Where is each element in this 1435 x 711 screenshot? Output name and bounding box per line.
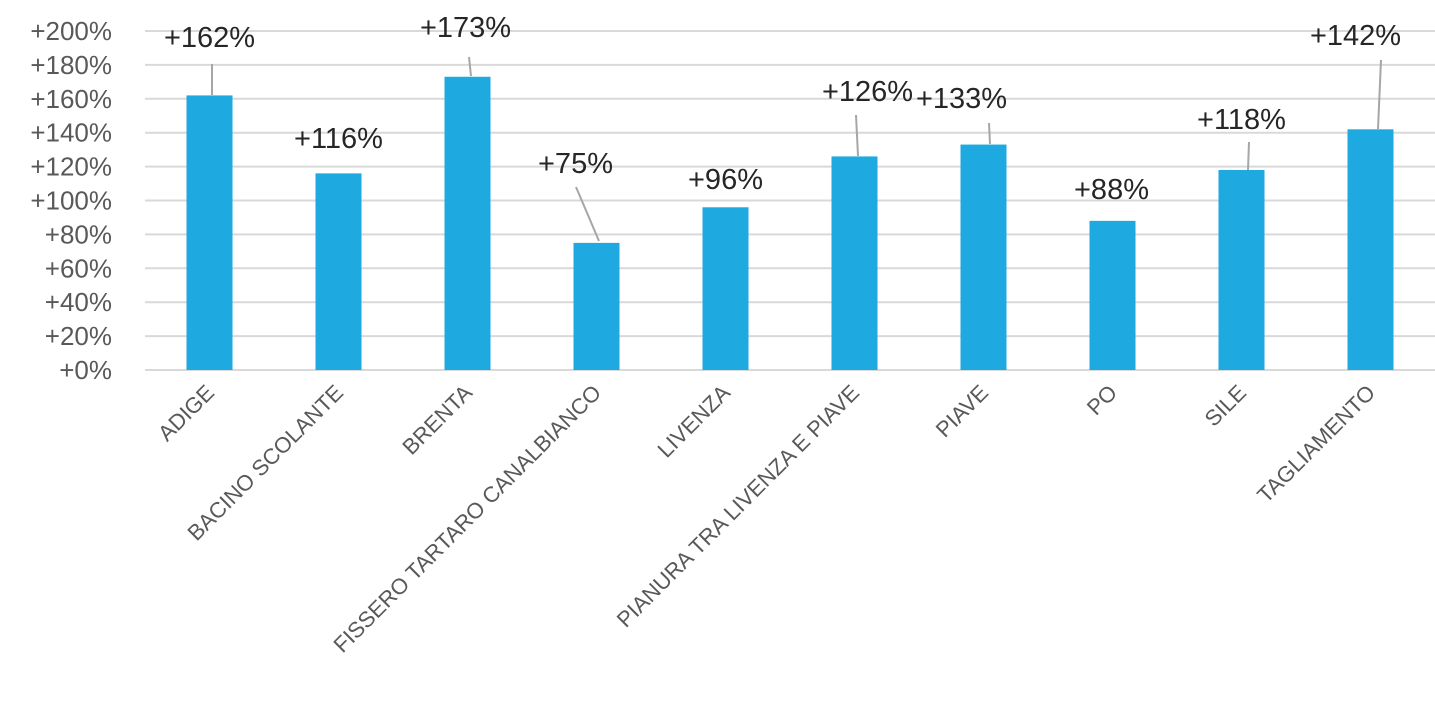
leader-line [468, 56, 472, 77]
bar [702, 207, 749, 370]
leader-line [575, 186, 600, 242]
data-label: +162% [164, 22, 255, 54]
bar [831, 156, 878, 370]
data-label: +133% [916, 83, 1007, 115]
y-axis-ticks: +0% +20% +40% +60% +80%+100% +120% +140% +160% +… [30, 16, 112, 385]
x-tick-label: TAGLIAMENTO [1252, 380, 1380, 508]
y-tick-label: +120% [30, 152, 112, 182]
data-label: +118% [1197, 104, 1286, 136]
y-tick-label: +160% [30, 84, 112, 114]
data-label: +126% [822, 76, 913, 108]
x-tick-label: BRENTA [397, 380, 477, 460]
y-tick-label: +200% [30, 16, 112, 46]
x-tick-label: SILE [1200, 380, 1251, 431]
data-label: +75% [538, 148, 613, 180]
x-tick-label: PIAVE [931, 380, 993, 442]
data-label: +173% [420, 12, 511, 44]
x-tick-label: PO [1082, 380, 1122, 420]
data-label-leaders [211, 56, 1382, 242]
leader-line [988, 122, 991, 145]
x-tick-label: PIANURA TRA LIVENZA E PIAVE [612, 380, 864, 632]
bar [573, 242, 620, 370]
y-tick-label: +40% [45, 287, 112, 317]
data-label: +96% [688, 164, 763, 196]
bar [444, 76, 491, 370]
data-label: +142% [1310, 20, 1401, 52]
x-tick-label: ADIGE [153, 380, 219, 446]
y-tick-label: +100% [30, 186, 112, 216]
leader-line [1247, 141, 1250, 171]
leader-line [855, 114, 859, 157]
bars [186, 76, 1394, 370]
bar [315, 173, 362, 370]
x-tick-label: FISSERO TARTARO CANALBIANCO [328, 380, 606, 658]
y-tick-label: +0% [59, 355, 112, 385]
y-tick-label: +20% [45, 321, 112, 351]
y-tick-label: +140% [30, 118, 112, 148]
y-tick-label: +80% [45, 219, 112, 249]
bar [960, 144, 1007, 370]
y-tick-label: +60% [45, 253, 112, 283]
bar [1218, 169, 1265, 370]
data-label: +116% [294, 123, 383, 155]
leader-line [1377, 59, 1382, 130]
y-tick-label: +180% [30, 50, 112, 80]
bar [1089, 220, 1136, 370]
x-tick-label: LIVENZA [653, 380, 736, 463]
data-label: +88% [1074, 174, 1149, 206]
bar [186, 95, 233, 370]
data-labels: +162% +116% +173% +75% +96% +126% +133% +88% +11… [164, 12, 1401, 206]
bar [1347, 129, 1394, 370]
